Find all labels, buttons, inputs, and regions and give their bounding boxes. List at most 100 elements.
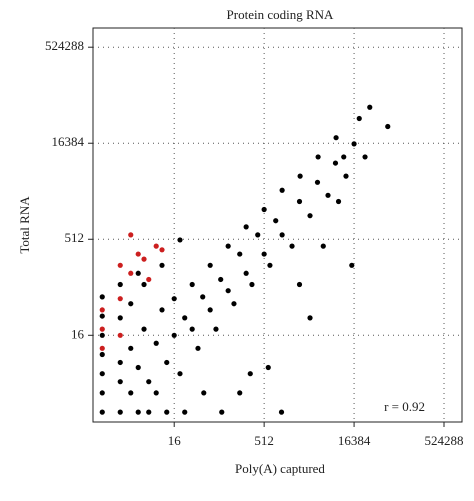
- y-tick-label: 16: [71, 326, 85, 341]
- point: [231, 301, 237, 307]
- point: [182, 315, 188, 321]
- point: [255, 232, 261, 238]
- point: [128, 390, 134, 396]
- point: [247, 371, 253, 377]
- point: [243, 224, 249, 230]
- point: [225, 243, 231, 249]
- point: [189, 281, 195, 288]
- point: [153, 390, 159, 396]
- point: [267, 262, 273, 268]
- point: [249, 281, 255, 288]
- point: [315, 154, 321, 160]
- point: [335, 198, 342, 205]
- x-tick-label: 512: [254, 433, 274, 448]
- point: [307, 315, 313, 321]
- point: [117, 332, 123, 338]
- point: [171, 332, 177, 338]
- x-axis-label: Poly(A) captured: [235, 461, 325, 476]
- point: [153, 340, 159, 346]
- point: [349, 262, 355, 268]
- point: [177, 371, 183, 377]
- point: [117, 359, 123, 366]
- point: [207, 307, 213, 313]
- point: [218, 276, 224, 283]
- y-tick-label: 16384: [52, 134, 85, 149]
- point: [128, 270, 134, 276]
- point: [135, 364, 141, 371]
- point: [99, 332, 105, 338]
- point: [325, 192, 331, 198]
- point: [159, 307, 165, 313]
- point: [117, 281, 123, 288]
- point: [141, 256, 147, 262]
- point: [141, 281, 147, 288]
- point: [343, 173, 349, 179]
- point: [117, 379, 123, 385]
- point: [153, 243, 159, 249]
- point: [117, 296, 123, 302]
- y-axis-label: Total RNA: [17, 196, 32, 254]
- point: [320, 243, 326, 249]
- point: [307, 213, 313, 219]
- point: [362, 154, 368, 160]
- point: [237, 390, 243, 396]
- chart-title: Protein coding RNA: [227, 7, 334, 22]
- y-tick-label: 524288: [45, 38, 84, 53]
- point: [99, 390, 105, 396]
- point: [99, 345, 105, 351]
- point: [182, 409, 188, 415]
- point: [135, 409, 141, 415]
- point: [225, 288, 231, 294]
- point: [146, 276, 152, 283]
- point: [99, 294, 105, 300]
- point: [128, 301, 134, 307]
- plot-frame: [92, 27, 463, 423]
- point: [219, 409, 225, 415]
- point: [135, 251, 141, 257]
- point: [177, 237, 183, 243]
- point: [128, 345, 134, 351]
- point: [99, 307, 105, 313]
- point: [332, 160, 339, 166]
- point: [117, 409, 123, 415]
- x-tick-label: 524288: [425, 433, 464, 448]
- point: [261, 251, 267, 257]
- y-tick-label: 512: [65, 230, 85, 245]
- point: [164, 359, 170, 366]
- point: [99, 326, 105, 332]
- point: [159, 262, 165, 268]
- point: [99, 351, 105, 358]
- point: [296, 281, 303, 288]
- point: [297, 173, 303, 179]
- x-tick-label: 16384: [338, 433, 371, 448]
- point: [333, 135, 339, 141]
- point: [207, 262, 213, 268]
- point: [117, 262, 123, 268]
- point: [351, 141, 357, 147]
- point: [141, 326, 147, 332]
- x-tick-label: 16: [168, 433, 182, 448]
- point: [146, 379, 152, 385]
- annotation: r = 0.92: [384, 399, 425, 414]
- point: [273, 218, 279, 224]
- point: [135, 270, 141, 276]
- point: [279, 232, 285, 238]
- point: [171, 296, 177, 302]
- point: [237, 251, 243, 257]
- point: [367, 104, 373, 110]
- point: [200, 294, 206, 300]
- point: [99, 409, 105, 415]
- point: [341, 154, 347, 160]
- point: [146, 409, 152, 415]
- point: [195, 345, 201, 351]
- point: [117, 315, 123, 321]
- point: [164, 409, 170, 415]
- point: [189, 326, 195, 332]
- point: [128, 232, 134, 238]
- point: [243, 270, 249, 276]
- point: [265, 364, 271, 371]
- point: [385, 123, 391, 130]
- point: [296, 198, 303, 205]
- point: [356, 115, 362, 122]
